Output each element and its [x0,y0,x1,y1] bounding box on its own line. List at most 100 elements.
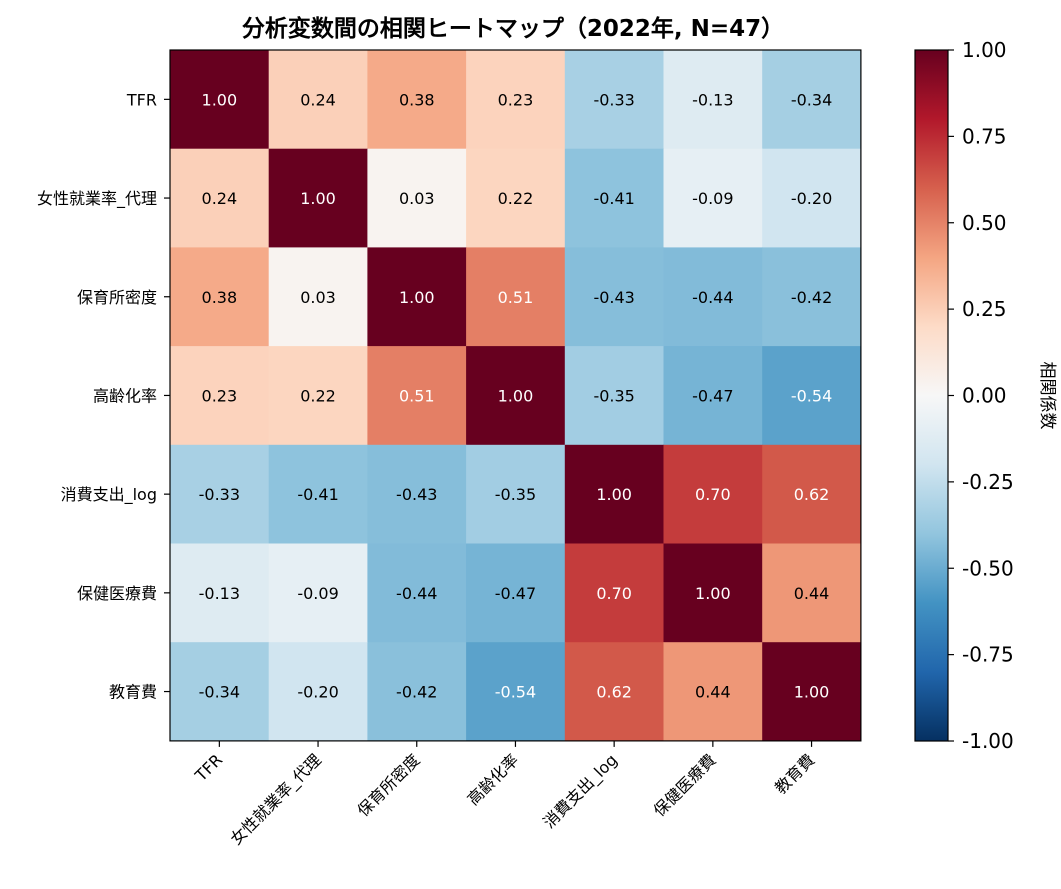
cell-value-label: 0.51 [399,386,435,405]
cell-value-label: -0.47 [495,584,536,603]
heatmap-cell-r0-c3 [466,50,566,150]
row-label-2: 保育所密度 [77,288,157,307]
cell-value-label: -0.54 [791,386,832,405]
cell-value-label: 1.00 [202,90,238,109]
cell-value-label: 1.00 [399,288,435,307]
heatmap-cell-r1-c0 [170,148,270,248]
colorbar-tick-label: 0.00 [962,384,1007,408]
cell-value-label: -0.09 [297,584,338,603]
heatmap-cell-r5-c0 [170,543,270,643]
cell-value-label: 0.38 [202,288,238,307]
cell-value-label: -0.34 [791,90,832,109]
column-labels: TFR 女性就業率_代理 保育所密度 高齢化率 消費支出_log 保健医療費 教育費 [191,740,818,849]
cell-value-label: -0.44 [396,584,437,603]
cell-value-label: 1.00 [695,584,731,603]
cell-value-label: -0.20 [297,683,338,702]
heatmap-cell-r3-c3 [466,346,566,446]
heatmap-cell-r0-c2 [367,50,467,150]
column-label-2: 保育所密度 [354,750,424,820]
cell-value-label: -0.13 [199,584,240,603]
heatmap-cell-r1-c6 [762,148,862,248]
heatmap-cell-r2-c0 [170,247,270,347]
cell-value-label: -0.13 [692,90,733,109]
colorbar-tick-label: 0.75 [962,124,1007,148]
heatmap-cell-r4-c3 [466,444,566,545]
heatmap-cell-r2-c2 [367,247,467,347]
heatmap-cell-r0-c1 [268,50,368,150]
heatmap-cell-r0-c6 [762,50,862,150]
cell-value-label: -0.41 [297,485,338,504]
heatmap-cell-r1-c4 [564,148,665,248]
cell-value-label: 0.24 [300,90,336,109]
cell-value-label: -0.33 [593,90,634,109]
cell-value-label: -0.43 [396,485,437,504]
heatmap-cell-r0-c0 [170,50,270,150]
heatmap-cell-r5-c3 [466,543,566,643]
heatmap-cells [169,49,862,742]
colorbar-label: 相関係数 [1037,362,1057,430]
cell-value-label: 0.51 [498,288,534,307]
column-label-0: TFR [191,750,226,785]
cell-value-label: -0.41 [593,189,634,208]
heatmap-cell-r1-c1 [268,148,368,248]
cell-value-label: -0.33 [199,485,240,504]
colorbar-tick-label: 1.00 [962,38,1007,62]
heatmap-cell-r6-c0 [170,642,270,742]
colorbar-tick-label: 0.50 [962,211,1007,235]
heatmap-cell-r1-c3 [466,148,566,248]
heatmap-cell-r0-c5 [663,50,763,150]
cell-value-label: -0.09 [692,189,733,208]
colorbar-tick-label: -0.50 [962,556,1014,580]
heatmap-cell-r2-c4 [564,247,665,347]
cell-value-label: 0.03 [399,189,435,208]
cell-value-label: 0.70 [695,485,731,504]
cell-value-label: -0.35 [593,386,634,405]
heatmap-cell-r5-c6 [762,543,862,643]
colorbar-tick-label: -1.00 [962,729,1014,753]
cell-value-label: 1.00 [794,683,830,702]
cell-value-label: 0.62 [596,683,632,702]
cell-value-label: 0.23 [202,386,238,405]
cell-value-label: 0.70 [596,584,632,603]
heatmap-cell-r4-c4 [564,444,665,545]
heatmap-cell-r4-c0 [170,444,270,545]
row-label-3: 高齢化率 [93,386,157,405]
cell-value-label: 0.22 [498,189,534,208]
cell-value-label: 0.44 [695,683,731,702]
heatmap-cell-r6-c5 [663,642,763,742]
colorbar-tick-label: -0.75 [962,643,1014,667]
cell-value-label: 1.00 [300,189,336,208]
cell-value-label: 0.62 [794,485,830,504]
colorbar-gradient [914,49,949,742]
cell-value-label: 0.22 [300,386,336,405]
row-label-0: TFR [126,90,157,109]
heatmap-cell-r4-c5 [663,444,763,545]
cell-value-label: -0.42 [396,683,437,702]
heatmap-cell-r4-c2 [367,444,467,545]
heatmap-cell-r2-c6 [762,247,862,347]
heatmap-cell-r4-c6 [762,444,862,545]
row-label-4: 消費支出_log [61,485,157,505]
cell-value-label: 0.38 [399,90,435,109]
cell-value-label: -0.20 [791,189,832,208]
heatmap-cell-r2-c1 [268,247,368,347]
cell-value-label: -0.44 [692,288,733,307]
heatmap-cell-r3-c5 [663,346,763,446]
chart-title: 分析変数間の相関ヒートマップ（2022年, N=47） [242,15,784,42]
heatmap-cell-r3-c2 [367,346,467,446]
heatmap-cell-r5-c4 [564,543,665,643]
heatmap-cell-labels: 1.00 0.24 0.38 0.23 -0.33 -0.13 -0.34 0.24 1.00 0… [199,90,833,701]
heatmap-cell-r3-c4 [564,346,665,446]
heatmap-cell-r6-c2 [367,642,467,742]
heatmap-cell-r3-c0 [170,346,270,446]
heatmap-cell-r2-c5 [663,247,763,347]
cell-value-label: 1.00 [498,386,534,405]
column-label-5: 保健医療費 [650,750,720,820]
cell-value-label: 1.00 [596,485,632,504]
heatmap-cell-r6-c6 [762,642,862,742]
cell-value-label: 0.23 [498,90,534,109]
cell-value-label: -0.34 [199,683,240,702]
